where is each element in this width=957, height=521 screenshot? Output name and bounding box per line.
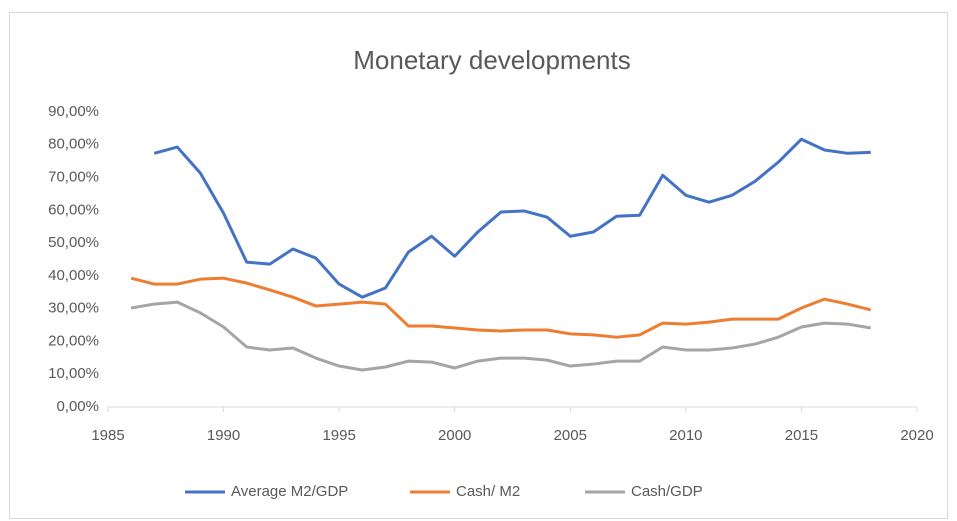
x-tick-label: 1990 — [207, 427, 240, 444]
y-tick-label: 60,00% — [48, 201, 99, 218]
y-tick-label: 20,00% — [48, 332, 99, 349]
x-tick-label: 2000 — [438, 427, 471, 444]
x-tick-label: 1985 — [91, 427, 124, 444]
legend-label: Average M2/GDP — [231, 483, 348, 500]
chart-border — [9, 12, 948, 519]
y-tick-label: 10,00% — [48, 365, 99, 382]
y-tick-label: 90,00% — [48, 103, 99, 120]
y-tick-label: 0,00% — [56, 398, 99, 415]
y-tick-label: 70,00% — [48, 169, 99, 186]
y-tick-label: 40,00% — [48, 267, 99, 284]
x-tick-label: 1995 — [322, 427, 355, 444]
y-tick-label: 80,00% — [48, 136, 99, 153]
legend-label: Cash/ M2 — [456, 483, 520, 500]
y-tick-label: 50,00% — [48, 234, 99, 251]
chart-title: Monetary developments — [353, 45, 630, 75]
series-line — [153, 137, 871, 299]
series-line — [130, 300, 872, 372]
series-line — [130, 276, 872, 339]
x-tick-label: 2015 — [785, 427, 818, 444]
x-tick-label: 2005 — [554, 427, 587, 444]
legend-label: Cash/GDP — [631, 483, 703, 500]
y-tick-label: 30,00% — [48, 300, 99, 317]
x-tick-label: 2020 — [900, 427, 933, 444]
x-tick-label: 2010 — [669, 427, 702, 444]
